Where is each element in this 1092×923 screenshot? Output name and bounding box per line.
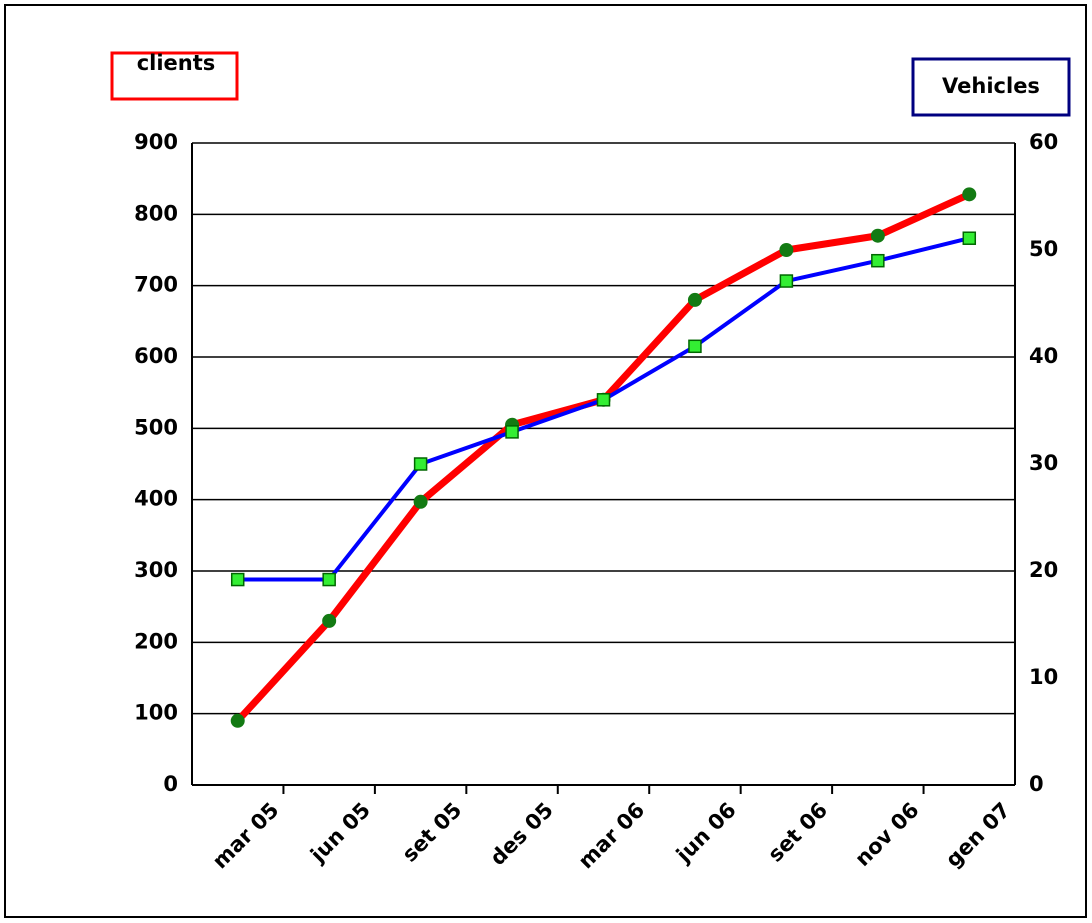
- point-marker: [230, 713, 245, 728]
- y-tick-label: 0: [163, 772, 178, 796]
- y-tick-label: 200: [134, 629, 178, 653]
- x-tick-label: set 05: [398, 798, 467, 867]
- point-marker: [322, 613, 337, 628]
- point-marker: [962, 231, 977, 245]
- y2-tick-label: 10: [1029, 665, 1058, 689]
- y-tick-label: 100: [134, 701, 178, 725]
- frame: [4, 4, 1087, 918]
- point-marker: [505, 425, 519, 439]
- y2-tick-label: 30: [1029, 451, 1058, 475]
- y-tick-label: 400: [134, 487, 178, 511]
- x-tick-label: nov 06: [850, 798, 923, 871]
- point-marker: [230, 572, 245, 587]
- y-tick-label: 300: [134, 558, 178, 582]
- point-marker: [779, 274, 794, 288]
- right-axis-box: [911, 57, 1071, 117]
- x-tick-label: mar 06: [574, 798, 650, 874]
- point-marker: [962, 187, 977, 202]
- x-tick-label: mar 05: [208, 798, 284, 874]
- y2-tick-label: 50: [1029, 237, 1058, 261]
- x-tick-label: jun 06: [671, 798, 741, 868]
- point-marker: [322, 572, 336, 587]
- left-axis-label: clients: [137, 51, 216, 75]
- point-marker: [688, 339, 702, 354]
- x-tick-label: set 06: [763, 798, 832, 867]
- y-tick-label: 700: [134, 273, 178, 297]
- y-tick-label: 600: [134, 344, 178, 368]
- x-tick-label: jun 05: [305, 798, 375, 868]
- point-marker: [413, 457, 428, 471]
- point-marker: [596, 393, 611, 407]
- y-tick-label: 800: [134, 201, 178, 225]
- left-axis-box: [110, 51, 239, 101]
- y-tick-label: 900: [134, 130, 178, 154]
- point-marker: [687, 292, 702, 307]
- x-tick-label: des 05: [485, 798, 557, 870]
- y2-tick-label: 40: [1029, 344, 1058, 368]
- point-marker: [779, 243, 794, 257]
- point-marker: [871, 253, 885, 268]
- right-axis-label: Vehicles: [942, 74, 1040, 98]
- series-line: [237, 236, 970, 582]
- y2-tick-label: 0: [1029, 772, 1044, 796]
- point-marker: [870, 228, 885, 243]
- y2-tick-label: 60: [1029, 130, 1058, 154]
- y2-tick-label: 20: [1029, 558, 1058, 582]
- point-marker: [413, 494, 428, 509]
- y-tick-label: 500: [134, 415, 178, 439]
- x-tick-label: gen 07: [941, 798, 1015, 872]
